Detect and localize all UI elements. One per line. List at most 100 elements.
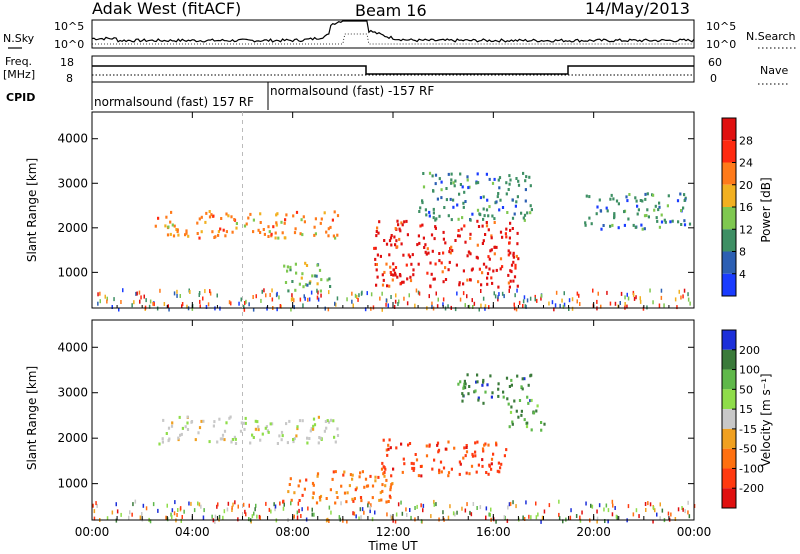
echo-cell xyxy=(419,206,422,210)
echo-cell xyxy=(484,390,487,394)
echo-cell xyxy=(431,304,433,309)
echo-cell xyxy=(249,212,252,216)
echo-cell xyxy=(304,296,306,301)
echo-cell xyxy=(683,199,686,202)
echo-cell xyxy=(217,502,219,507)
echo-cell xyxy=(193,508,196,513)
echo-cell xyxy=(575,514,578,518)
echo-cell xyxy=(449,504,451,509)
echo-cell xyxy=(306,441,309,445)
echo-cell xyxy=(534,297,536,302)
echo-cell xyxy=(216,504,218,509)
echo-cell xyxy=(237,504,239,509)
echo-cell xyxy=(655,216,658,220)
echo-cell xyxy=(319,221,322,225)
echo-cell xyxy=(474,389,477,393)
echo-cell xyxy=(477,463,480,467)
echo-cell xyxy=(213,420,216,424)
mhz-label: [MHz] xyxy=(3,68,35,81)
echo-cell xyxy=(490,248,493,252)
echo-cell xyxy=(646,192,649,196)
echo-cell xyxy=(305,478,308,482)
echo-cell xyxy=(496,469,499,473)
echo-cell xyxy=(462,456,465,460)
echo-cell xyxy=(678,289,680,294)
echo-cell xyxy=(272,225,275,229)
colorbar-swatch xyxy=(722,251,736,274)
echo-cell xyxy=(649,502,652,507)
echo-cell xyxy=(507,253,510,257)
echo-cell xyxy=(275,213,278,217)
echo-cell xyxy=(316,263,319,267)
echo-cell xyxy=(203,508,205,513)
x-tick-label: 08:00 xyxy=(275,525,310,539)
echo-cell xyxy=(522,299,525,304)
colorbar-frame xyxy=(721,329,737,509)
echo-cell xyxy=(295,271,298,275)
echo-cell xyxy=(428,214,431,218)
echo-cell xyxy=(408,442,412,445)
echo-cell xyxy=(498,470,501,474)
echo-cell xyxy=(286,265,289,269)
echo-cell xyxy=(444,241,447,245)
echo-cell xyxy=(614,301,617,306)
echo-cell xyxy=(312,417,316,421)
echo-cell xyxy=(205,211,208,215)
echo-cell xyxy=(425,213,428,217)
echo-cell xyxy=(414,453,417,456)
echo-cell xyxy=(281,231,284,235)
echo-cell xyxy=(190,420,193,424)
echo-cell xyxy=(477,280,480,284)
echo-cell xyxy=(477,181,480,185)
echo-cell xyxy=(442,297,445,302)
echo-cell xyxy=(116,509,119,514)
echo-cell xyxy=(453,184,456,188)
echo-cell xyxy=(495,245,498,249)
echo-cell xyxy=(406,513,408,517)
echo-cell xyxy=(292,440,295,444)
echo-cell xyxy=(457,217,460,221)
echo-cell xyxy=(96,503,98,508)
echo-cell xyxy=(277,236,280,240)
echo-cell xyxy=(313,225,316,229)
echo-cell xyxy=(682,206,685,210)
echo-cell xyxy=(298,508,300,513)
echo-cell xyxy=(331,477,334,481)
echo-cell xyxy=(202,515,205,520)
echo-cell xyxy=(412,268,415,272)
echo-cell xyxy=(414,303,416,308)
echo-cell xyxy=(516,374,519,378)
echo-cell xyxy=(481,447,485,451)
echo-cell xyxy=(232,502,234,507)
echo-cell xyxy=(483,443,486,447)
echo-cell xyxy=(472,502,475,506)
echo-cell xyxy=(626,304,628,309)
freq-trace xyxy=(92,65,694,75)
echo-cell xyxy=(523,213,527,217)
echo-cell xyxy=(570,508,572,513)
echo-cell xyxy=(351,497,354,501)
echo-cell xyxy=(393,271,397,275)
echo-cell xyxy=(523,418,526,422)
echo-cell xyxy=(395,293,397,298)
echo-cell xyxy=(181,304,183,309)
colorbar-tick-label: 12 xyxy=(739,223,753,236)
echo-cell xyxy=(534,294,536,299)
echo-cell xyxy=(437,297,439,302)
echo-cell xyxy=(468,185,471,189)
echo-cell xyxy=(390,273,393,276)
power-colorbar: 4 8 12 16 20 24 28 xyxy=(721,117,753,297)
echo-cell xyxy=(562,304,565,309)
echo-cell xyxy=(152,502,155,507)
echo-cell xyxy=(576,291,579,296)
echo-cell xyxy=(389,514,392,519)
echo-cell xyxy=(563,302,566,307)
echo-cell xyxy=(688,222,692,226)
echo-cell xyxy=(512,251,515,255)
echo-cell xyxy=(223,438,226,442)
echo-cell xyxy=(284,281,288,284)
echo-cell xyxy=(135,291,137,296)
freq-label: Freq. xyxy=(5,55,32,68)
echo-cell xyxy=(170,210,173,214)
echo-cell xyxy=(626,292,628,297)
